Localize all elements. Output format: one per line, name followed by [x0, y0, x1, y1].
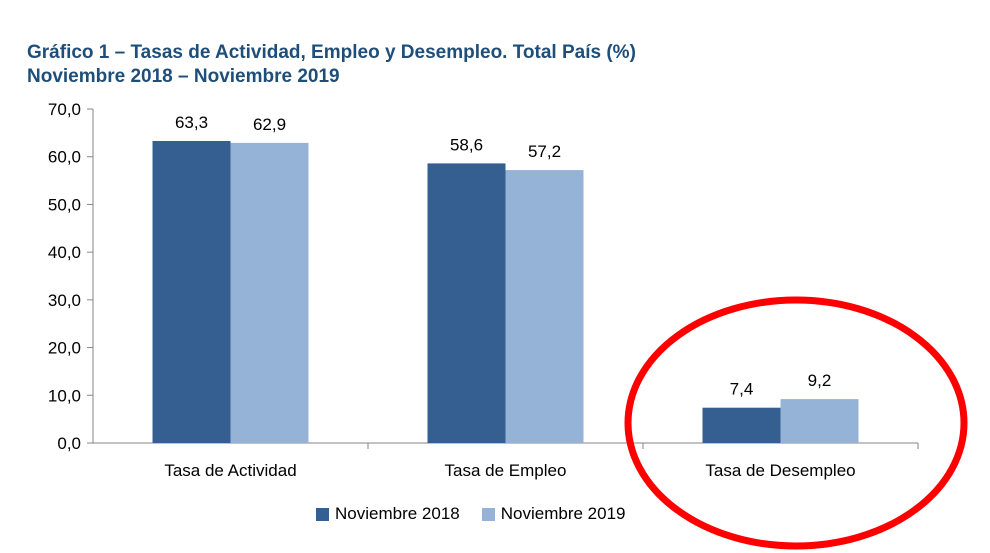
bar-2018-1	[152, 140, 231, 443]
y-tick-label: 50,0	[48, 195, 81, 214]
category-label: Tasa de Desempleo	[705, 461, 855, 480]
legend-item-2018: Noviembre 2018	[316, 504, 460, 524]
legend-label-2018: Noviembre 2018	[335, 504, 460, 523]
y-tick-label: 60,0	[48, 148, 81, 167]
legend-item-2019: Noviembre 2019	[481, 504, 626, 524]
bar-2019-1	[230, 142, 309, 443]
legend-label-2019: Noviembre 2019	[500, 504, 626, 523]
y-tick-label: 0,0	[57, 434, 81, 453]
chart-title-line1: Gráfico 1 – Tasas de Actividad, Empleo y…	[27, 42, 636, 63]
legend-swatch-2018	[316, 507, 329, 521]
data-label-2019-3: 9,2	[808, 371, 832, 390]
legend: Noviembre 2018 Noviembre 2019	[316, 504, 648, 524]
category-label: Tasa de Empleo	[445, 461, 567, 480]
data-label-2018-1: 63,3	[175, 113, 208, 132]
y-tick-label: 70,0	[48, 100, 81, 119]
y-tick-label: 40,0	[48, 243, 81, 262]
y-tick-label: 20,0	[48, 339, 81, 358]
annotation-ellipse	[624, 296, 968, 550]
bar-2019-3	[780, 399, 859, 443]
bar-2018-3	[702, 407, 781, 443]
legend-swatch-2019	[481, 507, 495, 521]
bar-2018-2	[427, 163, 506, 443]
y-tick-label: 30,0	[48, 291, 81, 310]
chart-subtitle: Noviembre 2018 – Noviembre 2019	[27, 66, 340, 87]
bar-2019-2	[505, 170, 584, 443]
data-label-2018-3: 7,4	[730, 380, 754, 399]
chart-title: Gráfico 1 – Tasas de Actividad, Empleo y…	[27, 41, 636, 89]
category-label: Tasa de Actividad	[164, 461, 296, 480]
y-tick-label: 10,0	[48, 386, 81, 405]
data-label-2018-2: 58,6	[450, 135, 483, 154]
data-label-2019-2: 57,2	[528, 142, 561, 161]
data-label-2019-1: 62,9	[253, 115, 286, 134]
